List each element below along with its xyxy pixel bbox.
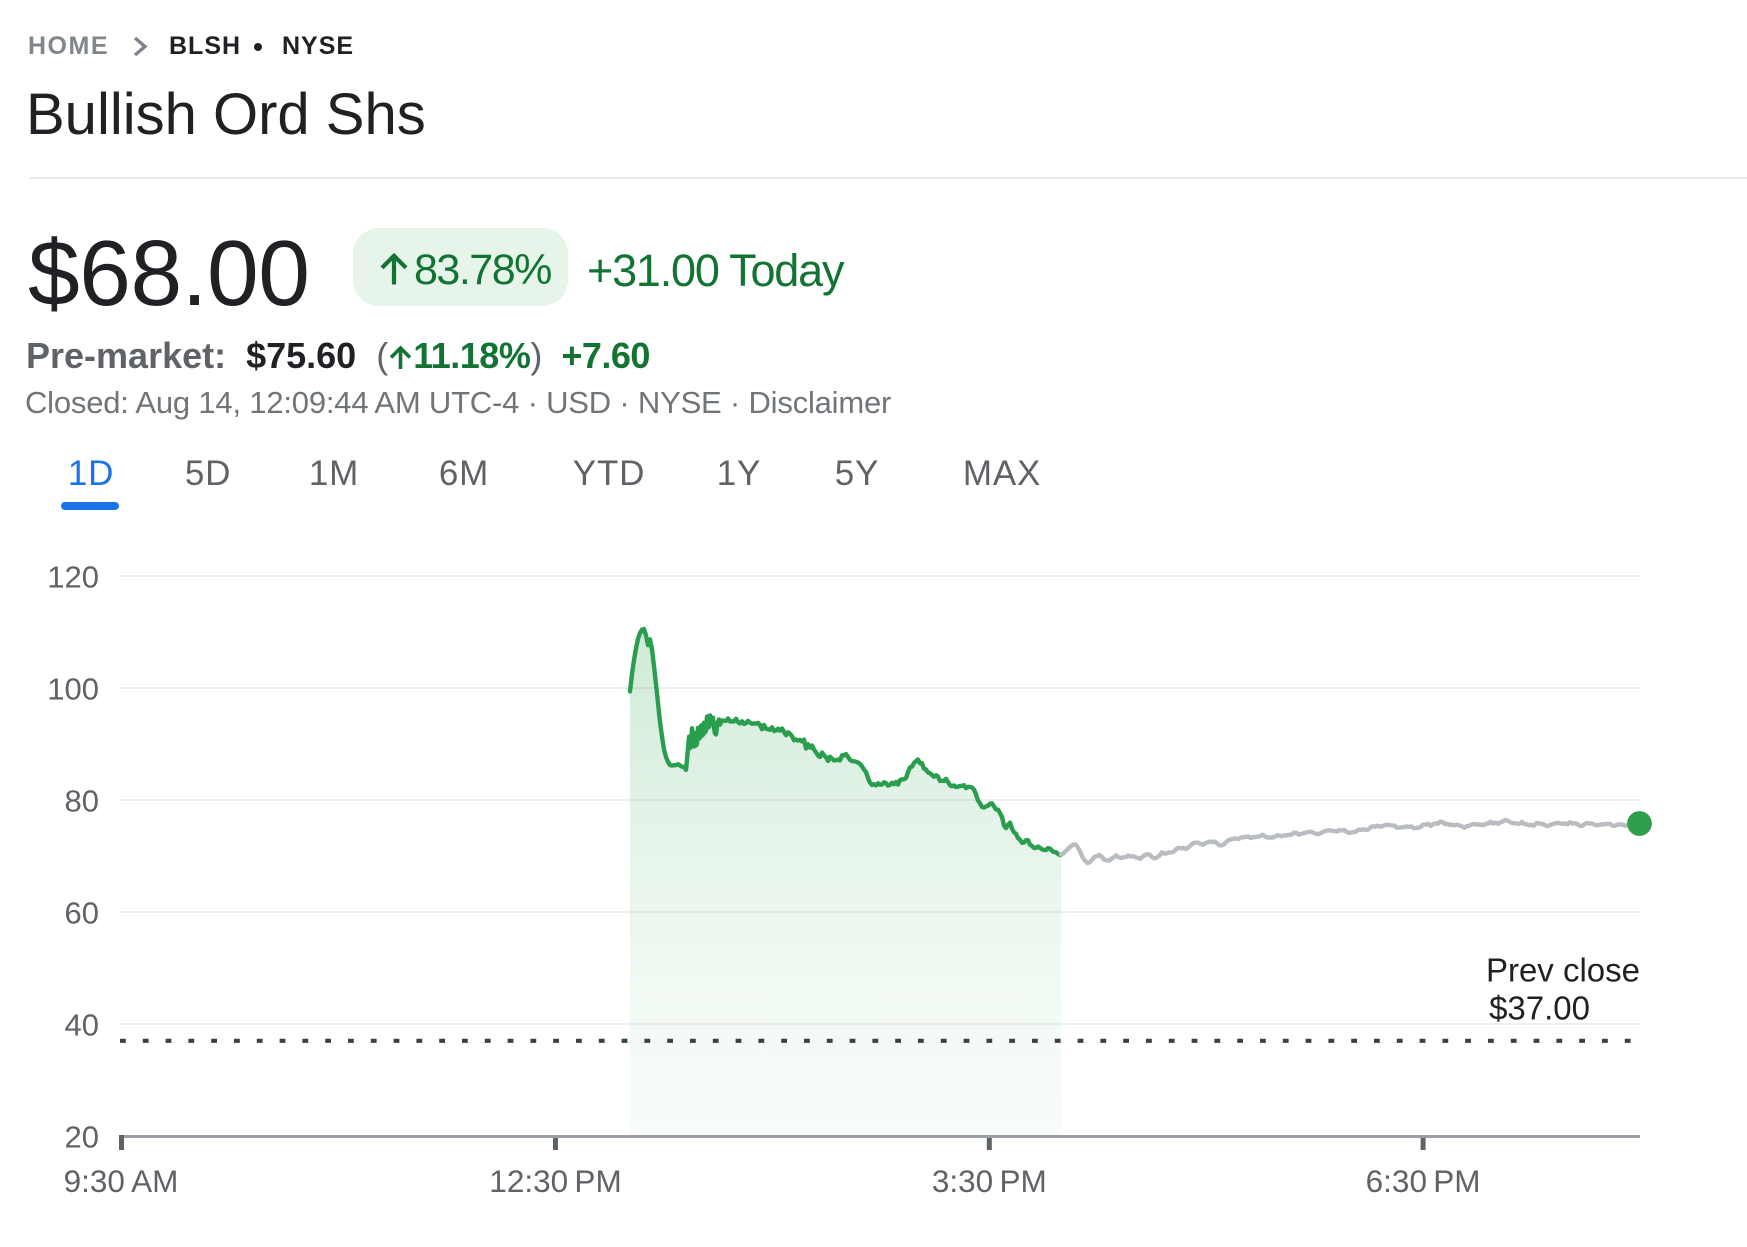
svg-text:60: 60 [65, 895, 99, 930]
svg-text:6:30 PM: 6:30 PM [1366, 1163, 1481, 1199]
svg-text:3:30 PM: 3:30 PM [932, 1163, 1047, 1199]
svg-text:120: 120 [47, 559, 99, 594]
svg-text:$37.00: $37.00 [1489, 990, 1590, 1027]
svg-text:12:30 PM: 12:30 PM [489, 1163, 621, 1199]
svg-text:100: 100 [47, 671, 99, 706]
svg-text:9:30 AM: 9:30 AM [64, 1163, 179, 1199]
svg-text:40: 40 [65, 1007, 99, 1042]
svg-text:Prev close: Prev close [1486, 952, 1640, 989]
svg-text:80: 80 [65, 783, 99, 818]
svg-text:20: 20 [65, 1119, 99, 1154]
